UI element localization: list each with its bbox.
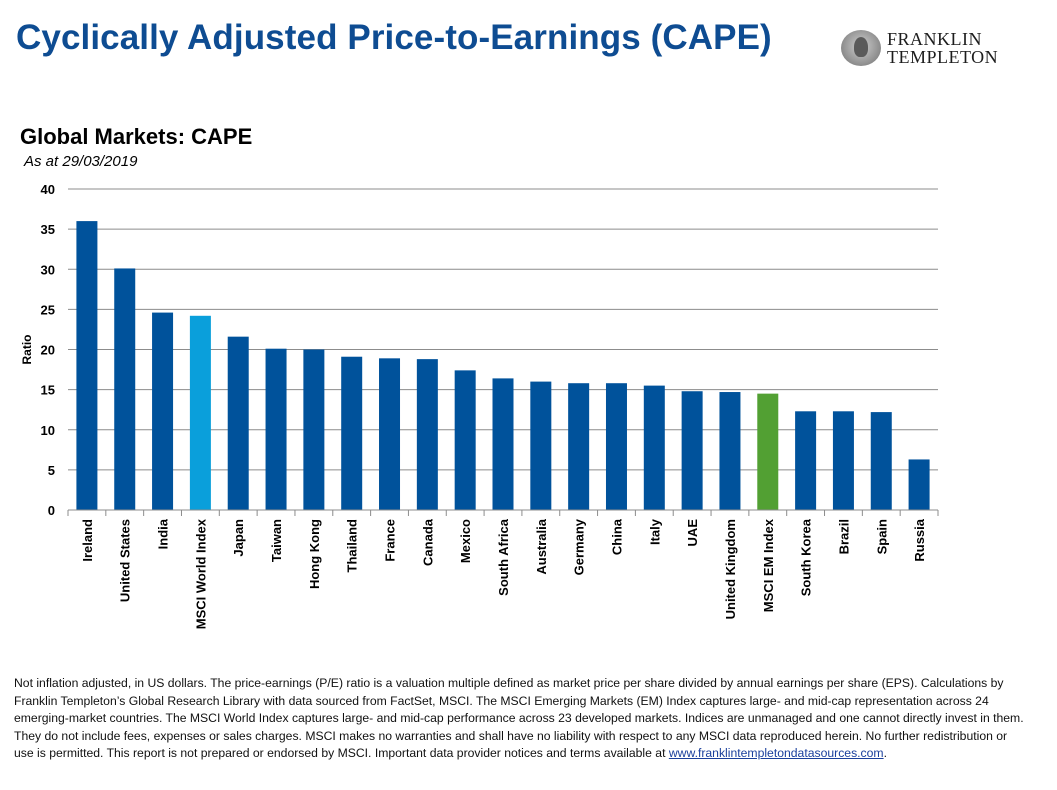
x-tick-label: Brazil xyxy=(836,519,851,554)
x-tick-label: Russia xyxy=(912,518,927,561)
y-tick-label: 5 xyxy=(48,463,55,478)
logo-wordmark: FRANKLIN TEMPLETON xyxy=(887,30,998,66)
benjamin-franklin-seal-icon xyxy=(841,30,881,66)
y-tick-label: 40 xyxy=(41,182,55,197)
franklin-templeton-logo: FRANKLIN TEMPLETON xyxy=(841,28,998,68)
y-tick-label: 15 xyxy=(41,383,55,398)
x-tick-label: Ireland xyxy=(80,519,95,562)
bar-united-states xyxy=(114,268,136,510)
cape-bar-chart: 0 5 10 15 20 25 30 35 40 Ireland United States Ind… xyxy=(20,182,939,629)
bar-mexico xyxy=(454,370,476,510)
chart-title: Global Markets: CAPE xyxy=(20,124,253,149)
x-tick-label: China xyxy=(609,518,624,555)
bar-australia xyxy=(530,381,552,510)
bar-russia xyxy=(908,459,930,510)
x-tick-label: United Kingdom xyxy=(723,519,738,619)
y-tick-label: 30 xyxy=(41,262,55,277)
bar-taiwan xyxy=(265,348,287,510)
x-tick-label: Hong Kong xyxy=(307,519,322,589)
logo-line-2: TEMPLETON xyxy=(887,47,999,67)
footnote-end: . xyxy=(883,746,887,761)
bar-united-kingdom xyxy=(719,392,741,510)
bar-india xyxy=(152,312,174,510)
bar-brazil xyxy=(832,411,854,510)
bar-japan xyxy=(227,336,249,510)
y-axis-label: Ratio xyxy=(20,335,34,365)
x-axis-ticks: Ireland United States India MSCI World Inde… xyxy=(67,510,939,629)
y-tick-label: 35 xyxy=(41,222,55,237)
x-tick-label: Germany xyxy=(572,518,587,575)
x-tick-label: South Africa xyxy=(496,518,511,596)
x-tick-label: Australia xyxy=(534,518,549,574)
bar-germany xyxy=(568,383,590,510)
bar-spain xyxy=(870,412,892,510)
y-tick-label: 10 xyxy=(41,423,55,438)
bar-south-africa xyxy=(492,378,514,510)
x-tick-label: Canada xyxy=(420,518,435,566)
logo-line-1: FRANKLIN xyxy=(887,29,983,49)
bar-canada xyxy=(416,359,438,510)
bar-msci-world-index xyxy=(189,315,211,510)
bar-france xyxy=(379,358,401,510)
bar-uae xyxy=(681,391,703,510)
bars xyxy=(76,221,930,510)
x-tick-label: Thailand xyxy=(345,519,360,573)
bar-italy xyxy=(643,385,665,510)
x-tick-label: Taiwan xyxy=(269,519,284,562)
x-tick-label: India xyxy=(156,518,171,549)
x-tick-label: MSCI EM Index xyxy=(761,518,776,612)
x-tick-label: Italy xyxy=(647,518,662,545)
x-tick-label: South Korea xyxy=(799,518,814,596)
bar-hong-kong xyxy=(303,349,325,510)
y-tick-label: 0 xyxy=(48,503,55,518)
bar-ireland xyxy=(76,221,98,510)
x-tick-label: UAE xyxy=(685,519,700,547)
x-tick-label: Mexico xyxy=(458,519,473,563)
y-axis-ticks: 0 5 10 15 20 25 30 35 40 xyxy=(41,182,55,518)
page-title: Cyclically Adjusted Price-to-Earnings (C… xyxy=(16,18,772,57)
data-sources-link[interactable]: www.franklintempletondatasources.com xyxy=(668,746,884,761)
bar-thailand xyxy=(341,356,363,510)
footnote: Not inflation adjusted, in US dollars. T… xyxy=(14,675,1024,763)
bar-msci-em-index xyxy=(757,393,779,510)
footnote-text: Not inflation adjusted, in US dollars. T… xyxy=(14,676,1024,761)
y-tick-label: 25 xyxy=(41,302,55,317)
x-tick-label: United States xyxy=(118,519,133,602)
y-tick-label: 20 xyxy=(41,343,55,358)
x-tick-label: MSCI World Index xyxy=(193,518,208,629)
bar-china xyxy=(605,383,627,510)
x-tick-label: Japan xyxy=(231,519,246,557)
x-tick-label: Spain xyxy=(874,519,889,554)
chart-subtitle: As at 29/03/2019 xyxy=(24,153,138,170)
bar-south-korea xyxy=(795,411,817,510)
x-tick-label: France xyxy=(383,519,398,562)
